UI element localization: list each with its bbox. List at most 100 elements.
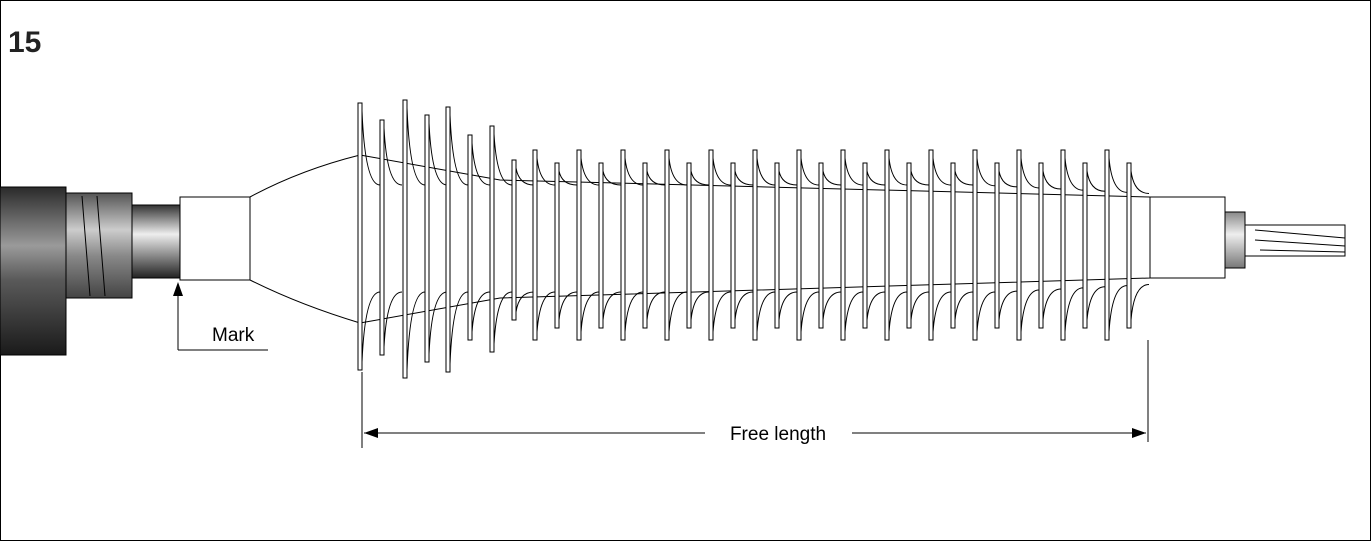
shed — [1016, 149, 1022, 341]
shed — [928, 149, 934, 341]
shed — [598, 162, 604, 329]
shed — [1108, 157, 1128, 193]
shed — [954, 170, 974, 186]
shed — [972, 149, 978, 341]
shed — [1130, 170, 1150, 194]
shed — [406, 107, 426, 186]
shed — [954, 291, 974, 321]
shed — [471, 291, 491, 333]
shed — [1020, 157, 1040, 189]
shed — [511, 159, 517, 321]
shed — [734, 170, 754, 186]
shed — [866, 170, 886, 186]
shed — [493, 133, 513, 186]
shed — [884, 149, 890, 341]
shed — [690, 170, 710, 186]
shed — [910, 170, 930, 186]
shed — [664, 149, 670, 341]
shed — [800, 291, 820, 333]
shed — [493, 291, 513, 345]
shed — [756, 157, 776, 186]
shed — [888, 291, 908, 333]
shed — [489, 125, 495, 353]
shed — [558, 291, 578, 321]
shed — [800, 157, 820, 186]
shed — [778, 170, 798, 186]
termination — [1149, 196, 1346, 279]
shed — [888, 157, 908, 186]
shed — [424, 114, 430, 363]
shed — [558, 170, 578, 186]
shed — [406, 291, 426, 371]
shed — [383, 127, 403, 186]
shed — [1042, 170, 1062, 190]
shed — [379, 119, 385, 356]
shed — [1064, 157, 1084, 191]
shed — [646, 170, 666, 186]
mark-indicator — [173, 282, 268, 351]
shed — [1042, 288, 1062, 321]
shed — [624, 291, 644, 333]
shed — [515, 167, 535, 186]
shed — [1086, 286, 1106, 321]
mark-label: Mark — [212, 325, 255, 346]
shed — [818, 162, 824, 329]
free-length-label: Free length — [730, 424, 826, 445]
shed — [734, 291, 754, 321]
shed — [554, 162, 560, 329]
shed — [532, 149, 538, 341]
shed — [449, 114, 469, 186]
shed — [712, 157, 732, 186]
shed — [844, 291, 864, 333]
shed — [976, 291, 996, 333]
shed — [862, 162, 868, 329]
shed — [822, 170, 842, 186]
shed — [752, 149, 758, 341]
shed — [361, 291, 381, 363]
shed — [932, 157, 952, 186]
shed — [998, 170, 1018, 188]
shed — [690, 291, 710, 321]
shed — [428, 291, 448, 355]
shed — [580, 157, 600, 186]
shed — [1126, 162, 1132, 329]
shed — [1104, 149, 1110, 341]
shed — [536, 291, 556, 333]
shed — [467, 134, 473, 341]
shed — [536, 157, 556, 186]
shed — [950, 162, 956, 329]
shed — [774, 162, 780, 329]
shed — [361, 110, 381, 186]
shed — [1020, 289, 1040, 333]
shed — [1086, 170, 1106, 192]
shed — [402, 99, 408, 379]
shed — [686, 162, 692, 329]
shed — [708, 149, 714, 341]
shed — [642, 162, 648, 329]
shed — [976, 157, 996, 187]
shed — [1108, 285, 1128, 333]
shed — [357, 102, 363, 371]
shed — [932, 291, 952, 333]
cable — [0, 154, 361, 356]
shed — [998, 290, 1018, 321]
shed — [906, 162, 912, 329]
shed — [580, 291, 600, 333]
shed — [844, 157, 864, 186]
shed — [822, 291, 842, 321]
shed — [994, 162, 1000, 329]
shed — [445, 106, 451, 373]
shed — [620, 149, 626, 341]
figure-number: 15 — [8, 26, 41, 59]
shed — [796, 149, 802, 341]
shed — [602, 291, 622, 321]
shed — [428, 122, 448, 186]
shed — [866, 291, 886, 321]
shed — [668, 157, 688, 186]
shed — [1038, 162, 1044, 329]
shed — [840, 149, 846, 341]
shed — [1064, 287, 1084, 333]
shed — [1130, 284, 1150, 321]
shed — [756, 291, 776, 333]
